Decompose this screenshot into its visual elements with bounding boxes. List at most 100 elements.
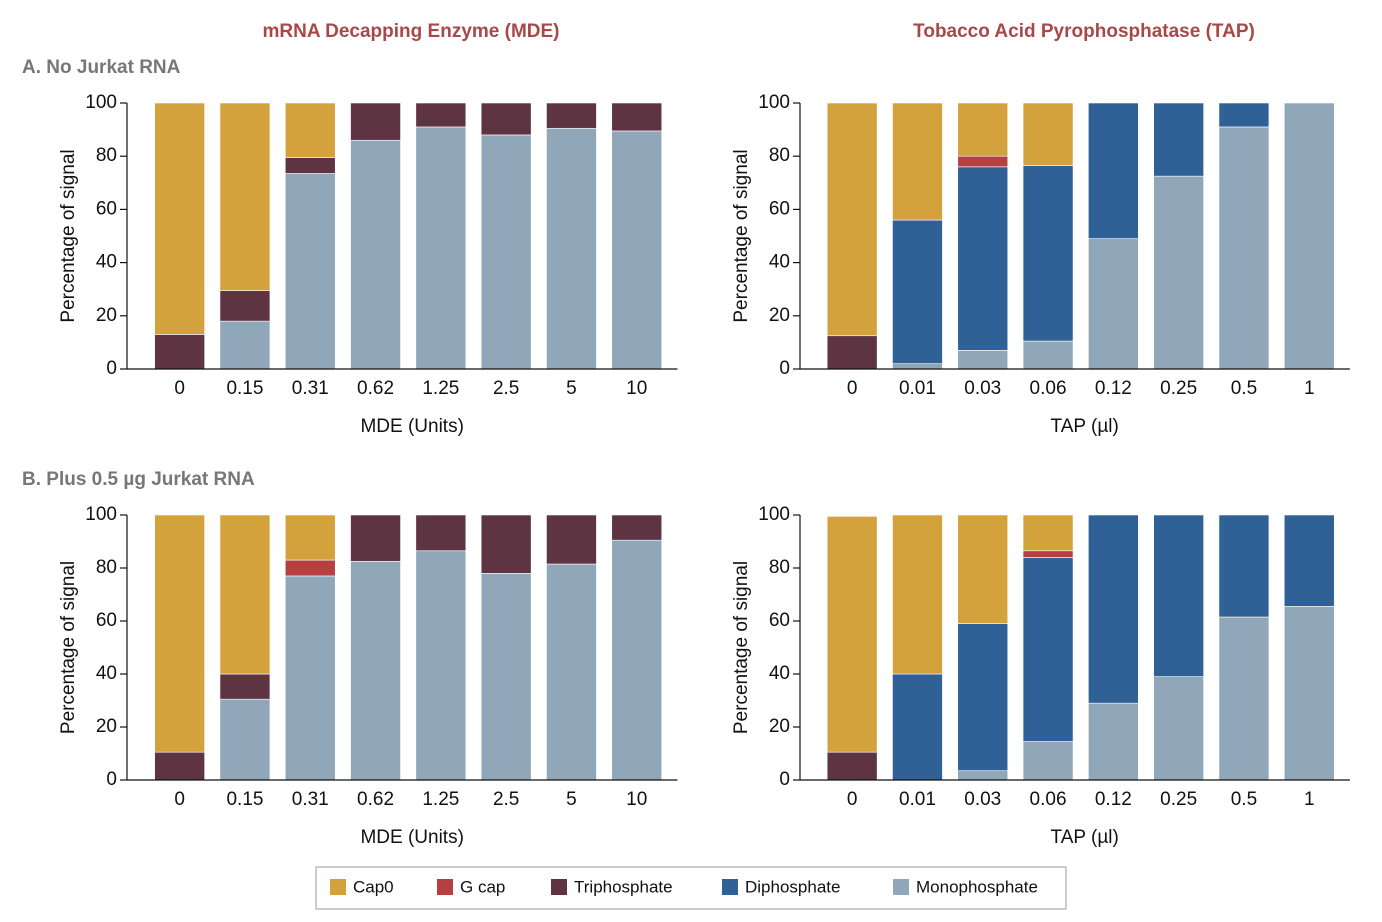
x-tick-label: 0.15: [226, 789, 263, 810]
bar-segment: [415, 514, 467, 552]
x-tick-label: 10: [626, 378, 647, 399]
x-tick-label: 0.25: [1160, 378, 1197, 399]
row-label: A. No Jurkat RNA: [22, 57, 181, 78]
legend-swatch: [893, 879, 909, 895]
bar-segment: [350, 514, 401, 562]
bar-segment: [957, 102, 1009, 157]
bar-segment: [826, 751, 878, 781]
x-axis-label: TAP (µl): [1051, 827, 1119, 848]
y-tick-label: 80: [769, 557, 790, 578]
legend-swatch: [551, 879, 567, 895]
bar-segment: [1218, 126, 1270, 370]
bar-segment: [611, 130, 663, 370]
bar-segment: [415, 102, 467, 128]
y-tick-label: 40: [96, 252, 117, 273]
x-tick-label: 1.25: [422, 789, 459, 810]
y-axis-label: Percentage of signal: [731, 149, 752, 322]
y-tick-label: 40: [769, 252, 790, 273]
y-tick-label: 60: [769, 610, 790, 631]
bar-segment: [1153, 676, 1204, 781]
bar-segment: [350, 102, 401, 141]
bar-segment: [154, 751, 205, 781]
bar-segment: [1153, 514, 1204, 677]
y-tick-label: 40: [96, 663, 117, 684]
bar-segment: [1283, 514, 1335, 607]
bar-segment: [1153, 175, 1204, 370]
bar-segment: [480, 134, 532, 370]
y-axis-label: Percentage of signal: [58, 561, 79, 734]
legend-swatch: [330, 879, 346, 895]
bar-segment: [1218, 102, 1270, 128]
x-tick-label: 0.12: [1095, 789, 1132, 810]
bar-segment: [219, 698, 271, 781]
bar-segment: [480, 514, 532, 574]
y-tick-label: 20: [96, 305, 117, 326]
x-tick-label: 0.12: [1095, 378, 1132, 399]
bar-segment: [415, 550, 467, 781]
y-axis-label: Percentage of signal: [731, 561, 752, 734]
bar-segment: [546, 127, 597, 370]
legend-swatch: [437, 879, 453, 895]
x-tick-label: 0: [174, 378, 185, 399]
bar-segment: [480, 102, 532, 136]
bar-segment: [957, 770, 1009, 781]
y-tick-label: 60: [96, 198, 117, 219]
x-tick-label: 0.06: [1030, 378, 1067, 399]
legend-swatch: [722, 879, 738, 895]
bar-segment: [1218, 514, 1270, 618]
legend-label: Monophosphate: [916, 877, 1038, 896]
bar-segment: [892, 219, 943, 364]
bar-segment: [219, 102, 271, 291]
bar-segment: [892, 673, 943, 781]
x-tick-label: 10: [626, 789, 647, 810]
bar-segment: [1022, 741, 1074, 781]
bar-segment: [219, 514, 271, 675]
bar-segment: [892, 363, 943, 370]
bar-segment: [154, 514, 205, 753]
x-tick-label: 0: [847, 378, 858, 399]
bar-segment: [219, 320, 271, 370]
x-tick-label: 1.25: [422, 378, 459, 399]
x-tick-label: 0.25: [1160, 789, 1197, 810]
bar-segment: [546, 102, 597, 129]
bar-segment: [1283, 102, 1335, 370]
y-tick-label: 20: [769, 305, 790, 326]
row-label: B. Plus 0.5 µg Jurkat RNA: [22, 469, 255, 490]
legend-label: Diphosphate: [745, 877, 840, 896]
x-tick-label: 0: [847, 789, 858, 810]
bar-segment: [826, 102, 878, 337]
x-tick-label: 1: [1304, 789, 1315, 810]
bar-segment: [1088, 514, 1139, 704]
x-tick-label: 0.62: [357, 789, 394, 810]
column-title: Tobacco Acid Pyrophosphatase (TAP): [913, 21, 1255, 42]
y-tick-label: 20: [96, 716, 117, 737]
y-tick-label: 100: [85, 92, 117, 113]
bar-segment: [892, 102, 943, 221]
x-tick-label: 0.15: [226, 378, 263, 399]
bar-segment: [284, 173, 336, 370]
bar-segment: [957, 514, 1009, 624]
bar-segment: [1088, 102, 1139, 239]
bar-segment: [1022, 557, 1074, 742]
legend-label: G cap: [460, 877, 505, 896]
y-tick-label: 0: [106, 358, 117, 379]
x-tick-label: 0: [174, 789, 185, 810]
legend-label: Triphosphate: [574, 877, 673, 896]
bar-segment: [219, 673, 271, 700]
y-tick-label: 100: [758, 92, 790, 113]
y-tick-label: 0: [779, 358, 790, 379]
bar-segment: [1283, 606, 1335, 781]
x-tick-label: 0.03: [964, 378, 1001, 399]
bar-segment: [957, 350, 1009, 370]
bar-segment: [284, 575, 336, 781]
y-tick-label: 80: [769, 145, 790, 166]
bar-segment: [219, 290, 271, 322]
y-axis-label: Percentage of signal: [58, 149, 79, 322]
bar-segment: [284, 157, 336, 174]
x-tick-label: 1: [1304, 378, 1315, 399]
bar-segment: [350, 139, 401, 370]
x-axis-label: MDE (Units): [360, 827, 463, 848]
bar-segment: [546, 563, 597, 781]
bar-segment: [415, 126, 467, 370]
